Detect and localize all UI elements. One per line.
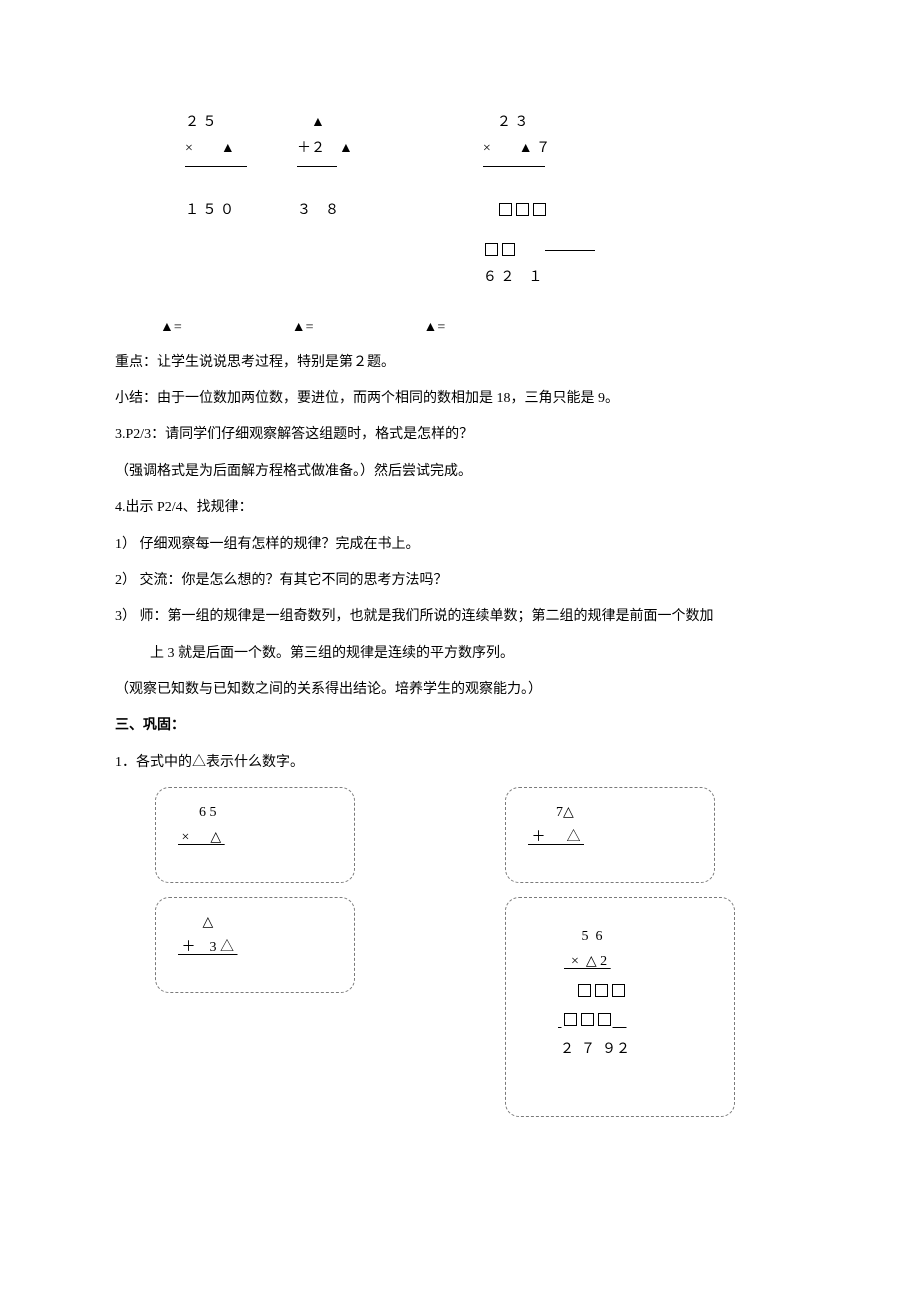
box-b-l1: 7△ bbox=[528, 800, 692, 825]
p1-result: １ ５ ０ bbox=[185, 198, 234, 224]
answers-row: ▲= ▲= ▲= bbox=[160, 311, 805, 345]
p3-mid1 bbox=[483, 198, 548, 224]
p1-rule bbox=[185, 166, 247, 167]
box-d-mid2 bbox=[528, 1008, 712, 1033]
math-problems-row: ２ ５ × ▲ １ ５ ０ ▲ ＋２ ▲ ３ ８ ２ ３ × ▲ ７ ６ ２ １ bbox=[185, 110, 805, 291]
para-q1: 1．各式中的△表示什么数字。 bbox=[115, 745, 805, 781]
problem-1: ２ ５ × ▲ １ ５ ０ bbox=[185, 110, 247, 291]
box-b: 7△ ＋ △ bbox=[505, 787, 715, 883]
p3-result: ６ ２ １ bbox=[483, 265, 543, 291]
problem-3: ２ ３ × ▲ ７ ６ ２ １ bbox=[483, 110, 595, 291]
box-d-l2: × △ 2 bbox=[528, 949, 712, 974]
p2-line1: ▲ bbox=[297, 110, 325, 136]
p2-result: ３ ８ bbox=[297, 198, 339, 224]
box-a-l1: 6 5 bbox=[178, 800, 332, 825]
box-d: 5 6 × △ 2 ２ ７ ９２ bbox=[505, 897, 735, 1117]
boxes-row-2: △ ＋ 3 △ 5 6 × △ 2 ２ ７ ９２ bbox=[155, 897, 805, 1117]
para-item3b: 上 3 就是后面一个数。第三组的规律是连续的平方数序列。 bbox=[115, 636, 805, 672]
p1-line1: ２ ５ bbox=[185, 110, 217, 136]
ans-1: ▲= bbox=[160, 311, 182, 345]
para-q4: 4.出示 P2/4、找规律： bbox=[115, 490, 805, 526]
para-note1: （强调格式是为后面解方程格式做准备。）然后尝试完成。 bbox=[115, 454, 805, 490]
box-a-l2: × △ bbox=[178, 825, 332, 850]
box-d-l1: 5 6 bbox=[528, 924, 712, 949]
ans-3: ▲= bbox=[424, 311, 446, 345]
para-summary: 小结：由于一位数加两位数，要进位，而两个相同的数相加是 18，三角只能是 9。 bbox=[115, 381, 805, 417]
p3-mid2 bbox=[483, 238, 595, 264]
p2-line2: ＋２ ▲ bbox=[297, 136, 353, 162]
p1-line2: × ▲ bbox=[185, 136, 235, 162]
box-d-mid1 bbox=[528, 979, 712, 1004]
p3-line2: × ▲ ７ bbox=[483, 136, 550, 162]
para-keypoint: 重点：让学生说说思考过程，特别是第２题。 bbox=[115, 345, 805, 381]
p3-rule1 bbox=[483, 166, 545, 167]
para-item1: 1） 仔细观察每一组有怎样的规律？完成在书上。 bbox=[115, 527, 805, 563]
box-c-l1: △ bbox=[178, 910, 332, 935]
ans-2: ▲= bbox=[292, 311, 314, 345]
box-b-l2: ＋ △ bbox=[528, 825, 692, 850]
box-c: △ ＋ 3 △ bbox=[155, 897, 355, 993]
document-page: ２ ５ × ▲ １ ５ ０ ▲ ＋２ ▲ ３ ８ ２ ３ × ▲ ７ ６ ２ １… bbox=[0, 0, 920, 1302]
problem-2: ▲ ＋２ ▲ ３ ８ bbox=[297, 110, 353, 291]
p3-line1: ２ ３ bbox=[483, 110, 529, 136]
box-a: 6 5 × △ bbox=[155, 787, 355, 883]
box-c-l2: ＋ 3 △ bbox=[178, 935, 332, 960]
para-note2: （观察已知数与已知数之间的关系得出结论。培养学生的观察能力。） bbox=[115, 672, 805, 708]
para-q3: 3.P2/3：请同学们仔细观察解答这组题时，格式是怎样的？ bbox=[115, 417, 805, 453]
boxes-row-1: 6 5 × △ 7△ ＋ △ bbox=[155, 787, 805, 883]
heading-section3: 三、巩固： bbox=[115, 708, 805, 744]
box-d-result: ２ ７ ９２ bbox=[528, 1037, 712, 1062]
para-item2: 2） 交流：你是怎么想的？有其它不同的思考方法吗？ bbox=[115, 563, 805, 599]
p2-rule bbox=[297, 166, 337, 167]
para-item3a: 3） 师：第一组的规律是一组奇数列，也就是我们所说的连续单数；第二组的规律是前面… bbox=[115, 599, 805, 635]
